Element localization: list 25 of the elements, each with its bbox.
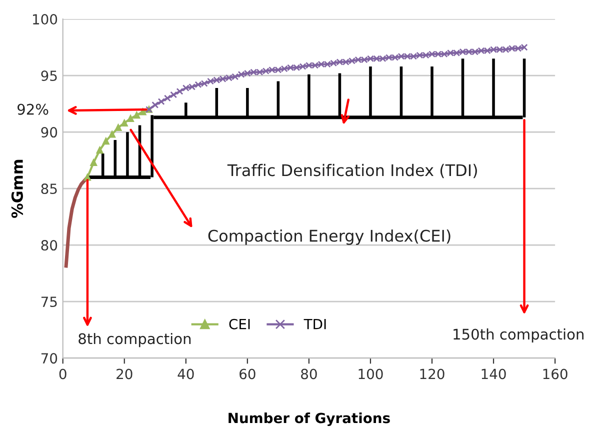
- y-axis-title: %Gmm: [11, 160, 23, 218]
- legend-label: TDI: [304, 319, 326, 330]
- y-tick-label: 90: [41, 127, 58, 138]
- y-tick-label: 75: [41, 296, 57, 308]
- annotation: 150th compaction: [454, 328, 584, 343]
- y-tick-label: 85: [41, 184, 57, 194]
- x-tick-label: 0: [59, 368, 66, 380]
- y-tick-label: 100: [33, 14, 58, 25]
- y-tick-label: 95: [41, 70, 57, 82]
- text: 92%: [18, 104, 48, 115]
- annotation: Traffic Densification Index (TDI): [227, 164, 477, 178]
- y-tick-label: 70: [41, 353, 58, 364]
- x-tick-label: 80: [301, 368, 317, 380]
- x-tick-label: 20: [116, 368, 132, 380]
- x-tick-label: 40: [178, 368, 194, 380]
- legend-label: CEI: [229, 318, 250, 330]
- y-tick-label: 80: [41, 240, 58, 251]
- x-tick-label: 60: [240, 368, 256, 380]
- annotation: Compaction Energy Index(CEI): [208, 229, 450, 245]
- x-tick-label: 100: [358, 368, 383, 380]
- x-tick-label: 160: [543, 368, 568, 380]
- x-tick-label: 120: [420, 368, 444, 380]
- annotation: 8th compaction: [78, 332, 191, 348]
- x-tick-label: 140: [482, 368, 506, 380]
- x-axis-title: Number of Gyrations: [228, 412, 390, 426]
